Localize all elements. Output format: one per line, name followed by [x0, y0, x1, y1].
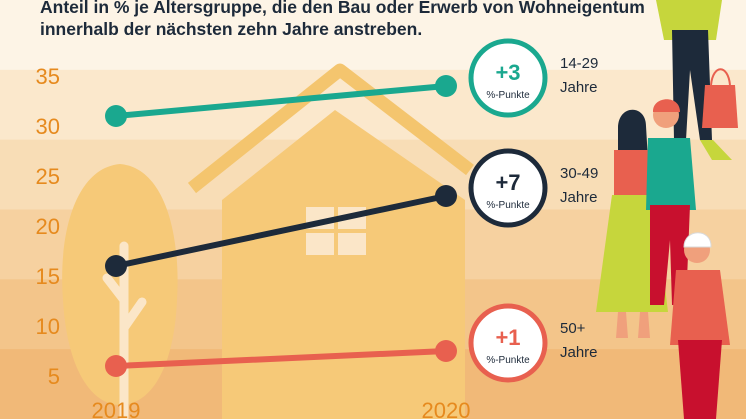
- tree-illustration: [62, 164, 178, 419]
- tree-trunk: [102, 241, 147, 419]
- house-body: [222, 110, 465, 419]
- person-older-legs: [678, 340, 722, 419]
- series-label-age: 30-49: [560, 165, 598, 182]
- person-top-legs: [672, 30, 712, 140]
- subtitle-line-2: innerhalb der nächsten zehn Jahre anstre…: [40, 19, 423, 39]
- y-tick-label: 20: [36, 214, 60, 239]
- badge-unit: %-Punkte: [486, 200, 530, 211]
- series-label-unit: Jahre: [560, 189, 598, 206]
- badge-unit: %-Punkte: [486, 90, 530, 101]
- series-line: [113, 83, 449, 119]
- background-band: [0, 0, 746, 71]
- group-labels: 14-29 Jahre 30-49 Jahre 50+ Jahre: [560, 55, 598, 361]
- series-label-unit: Jahre: [560, 344, 598, 361]
- chart-subtitle: Anteil in % je Altersgruppe, die den Bau…: [40, 0, 680, 40]
- x-tick-label: 2019: [92, 398, 141, 419]
- house-illustration: [187, 63, 474, 419]
- person-woman-top: [614, 150, 652, 200]
- y-axis: 5 10 15 20 25 30 35: [36, 64, 60, 389]
- person-older-hair: [683, 232, 712, 248]
- change-badge: [468, 303, 548, 383]
- data-point: [435, 75, 457, 97]
- x-tick-label: 2020: [422, 398, 471, 419]
- series-label-age: 50+: [560, 320, 586, 337]
- person-older-jacket: [670, 270, 730, 345]
- badge-unit: %-Punkte: [486, 355, 530, 366]
- change-badge: [468, 148, 548, 228]
- data-point: [105, 355, 127, 377]
- y-tick-label: 30: [36, 114, 60, 139]
- series-label-unit: Jahre: [560, 79, 598, 96]
- badge-value: +7: [495, 170, 520, 195]
- change-badge: [468, 38, 548, 118]
- data-point: [105, 255, 127, 277]
- roof-outline: [187, 63, 474, 194]
- people-illustration: [596, 0, 738, 419]
- person-man-shirt: [646, 138, 696, 210]
- badge-value: +3: [495, 60, 520, 85]
- series-line: [113, 348, 449, 369]
- y-tick-label: 15: [36, 264, 60, 289]
- person-woman-legs: [616, 312, 650, 338]
- person-top-bag: [702, 85, 738, 128]
- data-point: [105, 105, 127, 127]
- series-label-age: 14-29: [560, 55, 598, 72]
- person-woman-hair: [618, 109, 648, 160]
- series-line: [113, 193, 449, 269]
- y-tick-label: 5: [48, 364, 60, 389]
- y-tick-label: 25: [36, 164, 60, 189]
- y-tick-label: 35: [36, 64, 60, 89]
- x-axis: 2019 2020: [92, 398, 471, 419]
- subtitle-line-1: Anteil in % je Altersgruppe, die den Bau…: [40, 0, 645, 17]
- series-lines: +3 %-Punkte +7 %-Punkte +1 %-Punkte: [105, 38, 548, 383]
- badge-value: +1: [495, 325, 520, 350]
- y-tick-label: 10: [36, 314, 60, 339]
- data-point: [435, 340, 457, 362]
- person-man-hair: [652, 99, 680, 112]
- data-point: [435, 185, 457, 207]
- person-top-bag-handle: [710, 68, 731, 86]
